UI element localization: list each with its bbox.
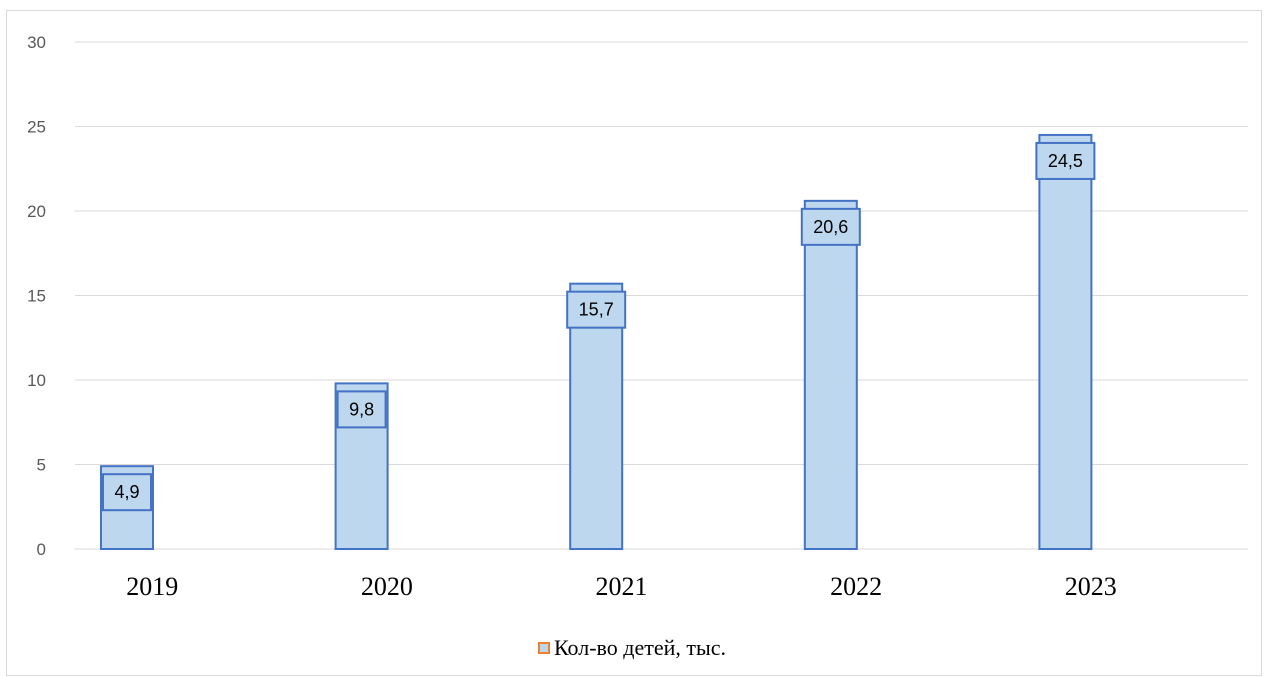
- data-label: 15,7: [579, 300, 614, 320]
- data-label-box: [1035, 141, 1096, 180]
- legend-label: Кол-во детей, тыс.: [553, 635, 727, 660]
- bar: [1038, 133, 1093, 550]
- legend-swatch: [537, 642, 550, 654]
- x-tick-label: 2020: [361, 572, 413, 601]
- data-label: 4,9: [114, 482, 139, 502]
- y-tick-label: 5: [37, 456, 46, 475]
- legend: Кол-во детей, тыс.: [0, 635, 1264, 661]
- data-label: 9,8: [349, 399, 374, 419]
- x-tick-label: 2023: [1065, 572, 1117, 601]
- data-label-box: [336, 390, 387, 429]
- y-tick-label: 15: [27, 287, 46, 306]
- y-tick-label: 20: [27, 202, 46, 221]
- y-tick-label: 25: [27, 118, 46, 137]
- data-label-box: [800, 207, 861, 246]
- x-tick-label: 2019: [126, 572, 178, 601]
- x-tick-label: 2022: [830, 572, 882, 601]
- y-tick-label: 10: [27, 371, 46, 390]
- y-tick-label: 30: [27, 33, 46, 52]
- data-labels: 4,9 9,8 15,7 20,6 24,5: [102, 141, 1096, 512]
- y-axis-ticks: 0 5 10 15 20 25 30: [27, 33, 46, 559]
- x-axis-ticks: 2019 2020 2021 2022 2023: [126, 572, 1116, 601]
- x-tick-label: 2021: [596, 572, 648, 601]
- data-label-box: [566, 290, 627, 329]
- y-tick-label: 0: [37, 540, 46, 559]
- data-label: 20,6: [813, 217, 848, 237]
- data-label: 24,5: [1048, 151, 1083, 171]
- bar: [803, 199, 858, 551]
- data-label-box: [102, 473, 152, 512]
- bars: [100, 133, 1093, 551]
